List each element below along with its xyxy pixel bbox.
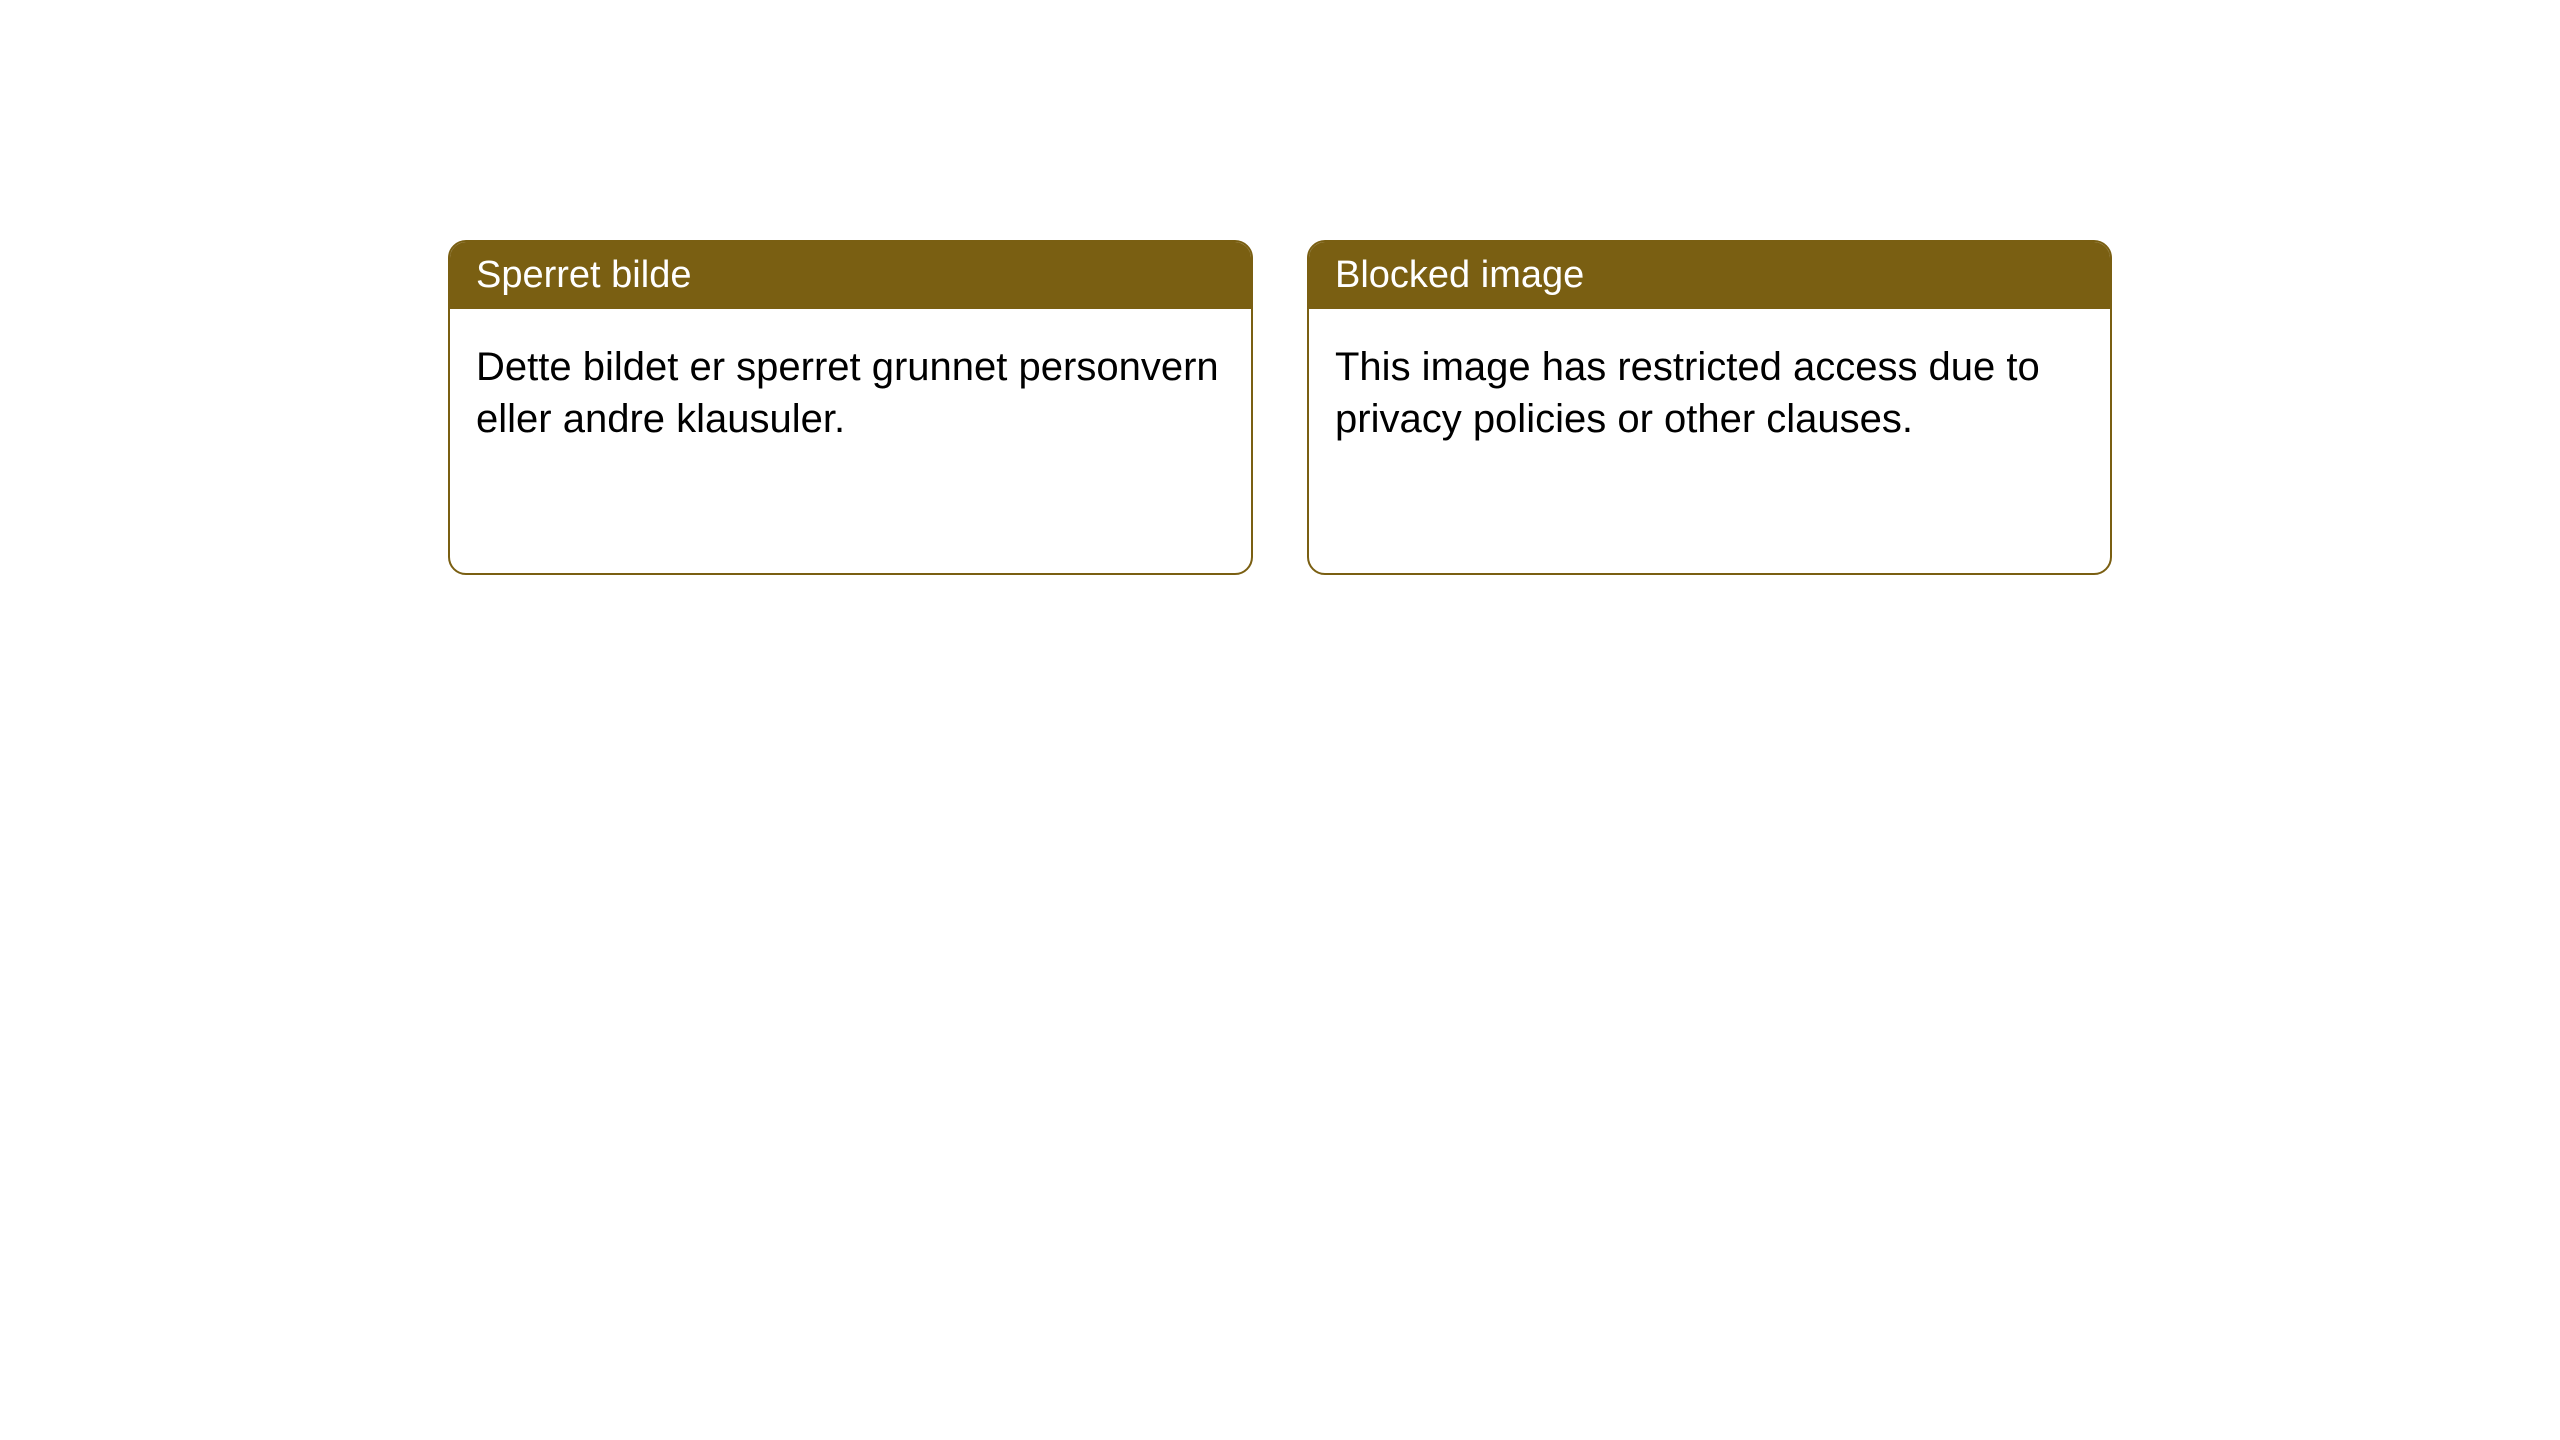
notice-title-english: Blocked image xyxy=(1309,242,2110,309)
notice-title-norwegian: Sperret bilde xyxy=(450,242,1251,309)
notice-message-norwegian: Dette bildet er sperret grunnet personve… xyxy=(450,309,1251,477)
notice-message-english: This image has restricted access due to … xyxy=(1309,309,2110,477)
notice-container: Sperret bilde Dette bildet er sperret gr… xyxy=(0,0,2560,575)
notice-card-norwegian: Sperret bilde Dette bildet er sperret gr… xyxy=(448,240,1253,575)
notice-card-english: Blocked image This image has restricted … xyxy=(1307,240,2112,575)
